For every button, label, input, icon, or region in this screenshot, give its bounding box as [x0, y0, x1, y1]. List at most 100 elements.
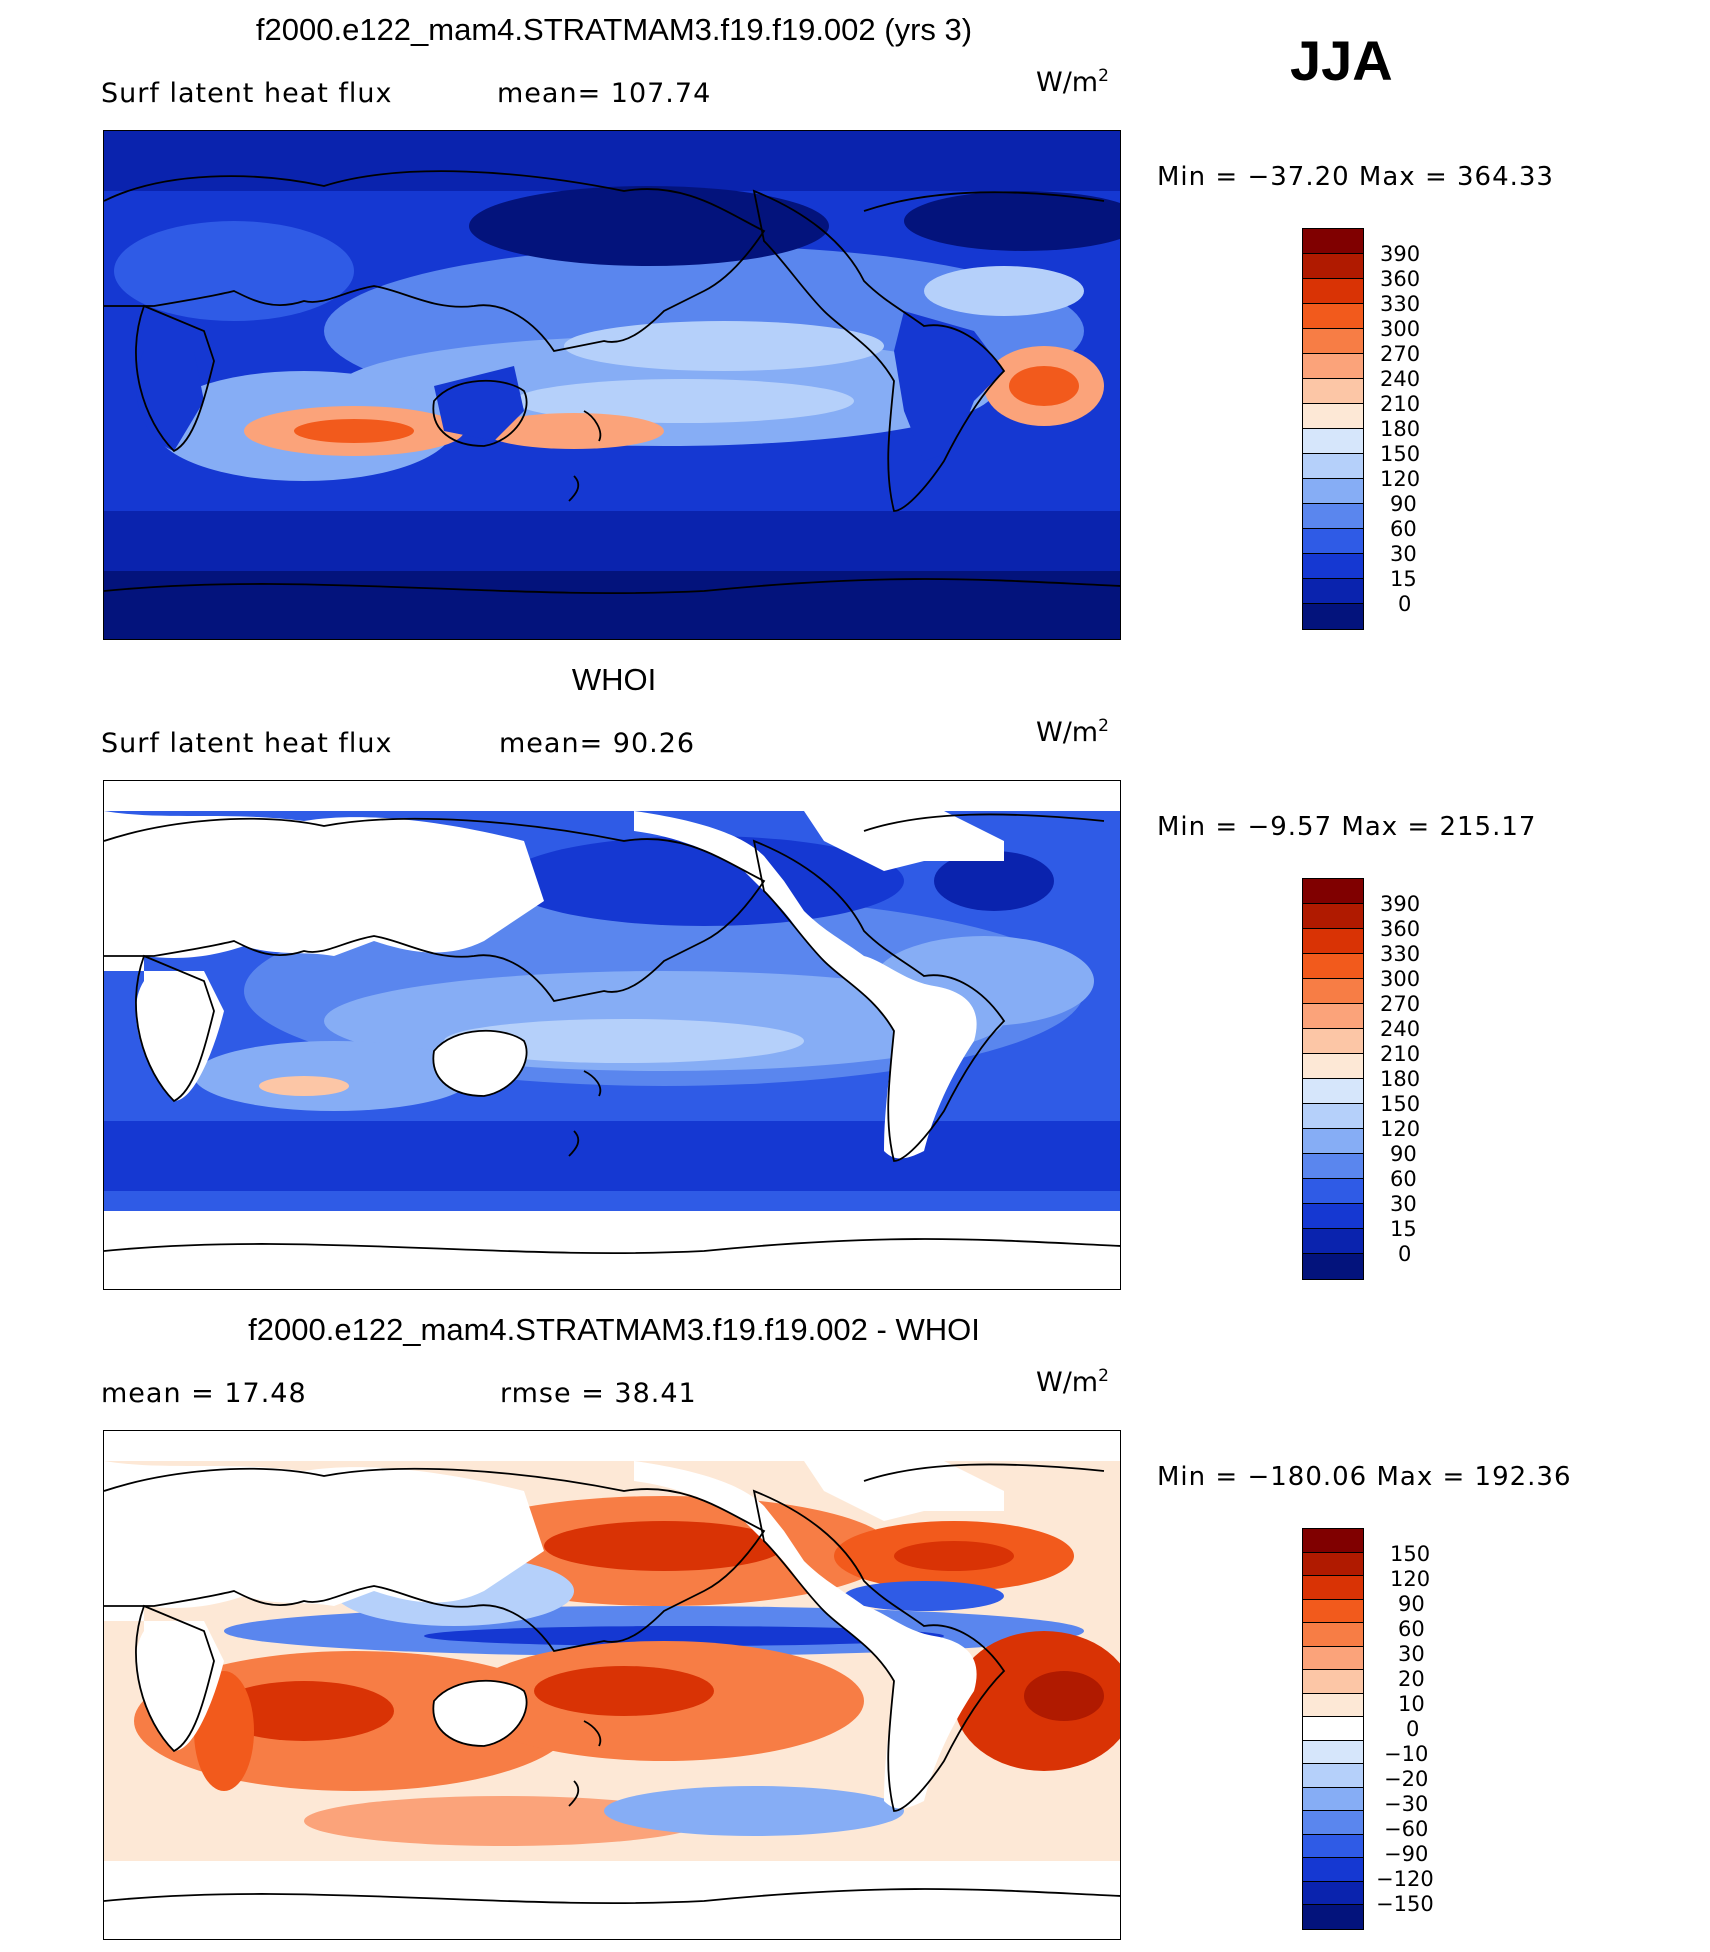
panel3-rmse-label: rmse = 38.41	[500, 1378, 697, 1409]
panel3-tick: 60	[1398, 1617, 1425, 1641]
panel1-tick: 180	[1380, 417, 1421, 441]
colorbar-swatch	[1303, 1764, 1363, 1788]
colorbar-swatch	[1303, 879, 1363, 904]
panel1-tick: 90	[1390, 492, 1417, 516]
colorbar-swatch	[1303, 1576, 1363, 1600]
panel3-tick: −90	[1384, 1842, 1429, 1866]
panel2-mean-label: mean= 90.26	[499, 728, 696, 759]
panel1-field	[104, 131, 1120, 639]
colorbar-swatch	[1303, 1129, 1363, 1154]
panel1-minmax: Min = −37.20 Max = 364.33	[1157, 162, 1554, 192]
panel3-mean-label: mean = 17.48	[101, 1378, 307, 1409]
panel2-tick: 90	[1390, 1142, 1417, 1166]
colorbar-swatch	[1303, 1740, 1363, 1765]
panel2-variable-label: Surf latent heat flux	[101, 728, 393, 759]
panel2-map	[103, 780, 1121, 1290]
colorbar-swatch	[1303, 1079, 1363, 1104]
panel1-map	[103, 130, 1121, 640]
colorbar-swatch	[1303, 304, 1363, 329]
colorbar-swatch	[1303, 1670, 1363, 1694]
panel1-tick: 300	[1380, 317, 1421, 341]
colorbar-swatch	[1303, 1204, 1363, 1229]
panel3-tick: 0	[1406, 1717, 1420, 1741]
colorbar-swatch	[1303, 1646, 1363, 1671]
colorbar-swatch	[1303, 1229, 1363, 1254]
panel1-tick: 240	[1380, 367, 1421, 391]
colorbar-swatch	[1303, 554, 1363, 579]
colorbar-swatch	[1303, 1529, 1363, 1553]
colorbar-swatch	[1303, 1811, 1363, 1835]
panel2-tick: 15	[1390, 1217, 1417, 1241]
colorbar-swatch	[1303, 279, 1363, 304]
panel2-tick: 30	[1390, 1192, 1417, 1216]
panel1-coastlines	[104, 170, 1120, 594]
panel2-tick: 0	[1398, 1242, 1412, 1266]
panel1-tick: 210	[1380, 392, 1421, 416]
panel1-tick: 360	[1380, 267, 1421, 291]
colorbar-swatch	[1303, 1054, 1363, 1079]
panel1-variable-label: Surf latent heat flux	[101, 78, 393, 109]
panel1-tick: 330	[1380, 292, 1421, 316]
panel1-tick: 390	[1380, 242, 1421, 266]
panel3-tick: 120	[1390, 1567, 1431, 1591]
colorbar-swatch	[1303, 1599, 1363, 1624]
panel3-tick: −120	[1376, 1867, 1434, 1891]
panel3-field	[104, 1431, 1120, 1939]
colorbar-swatch	[1303, 529, 1363, 554]
colorbar-swatch	[1303, 429, 1363, 454]
panel2-unit: W/m2	[1036, 716, 1109, 748]
panel3-tick: 10	[1398, 1692, 1425, 1716]
colorbar-swatch	[1303, 1693, 1363, 1718]
panel2-field	[104, 781, 1120, 1289]
colorbar-swatch	[1303, 1552, 1363, 1577]
panel3-tick: −20	[1384, 1767, 1429, 1791]
panel2-minmax: Min = −9.57 Max = 215.17	[1157, 812, 1537, 842]
panel1-title: f2000.e122_mam4.STRATMAM3.f19.f19.002 (y…	[255, 12, 973, 47]
panel2-tick: 270	[1380, 992, 1421, 1016]
panel1-tick: 60	[1390, 517, 1417, 541]
panel1-colorbar	[1302, 228, 1364, 630]
colorbar-swatch	[1303, 1254, 1363, 1279]
panel3-tick: −10	[1384, 1742, 1429, 1766]
panel2-tick: 210	[1380, 1042, 1421, 1066]
colorbar-swatch	[1303, 1858, 1363, 1882]
panel3-title: f2000.e122_mam4.STRATMAM3.f19.f19.002 - …	[248, 1312, 980, 1347]
panel3-map	[103, 1430, 1121, 1940]
colorbar-swatch	[1303, 579, 1363, 604]
panel2-tick: 120	[1380, 1117, 1421, 1141]
colorbar-swatch	[1303, 929, 1363, 954]
panel1-unit: W/m2	[1036, 66, 1109, 98]
panel2-colorbar	[1302, 878, 1364, 1280]
colorbar-swatch	[1303, 954, 1363, 979]
colorbar-swatch	[1303, 454, 1363, 479]
colorbar-swatch	[1303, 229, 1363, 254]
colorbar-swatch	[1303, 1787, 1363, 1812]
panel1-tick: 15	[1390, 567, 1417, 591]
colorbar-swatch	[1303, 1154, 1363, 1179]
panel3-unit: W/m2	[1036, 1366, 1109, 1398]
panel2-tick: 330	[1380, 942, 1421, 966]
panel2-tick: 150	[1380, 1092, 1421, 1116]
colorbar-swatch	[1303, 1834, 1363, 1859]
panel2-tick: 390	[1380, 892, 1421, 916]
panel3-tick: −150	[1376, 1892, 1434, 1916]
panel2-coastlines	[104, 813, 1120, 1254]
panel3-tick: 90	[1398, 1592, 1425, 1616]
panel2-tick: 180	[1380, 1067, 1421, 1091]
panel1-tick: 150	[1380, 442, 1421, 466]
colorbar-swatch	[1303, 1905, 1363, 1929]
panel1-tick: 270	[1380, 342, 1421, 366]
panel2-tick: 60	[1390, 1167, 1417, 1191]
colorbar-swatch	[1303, 379, 1363, 404]
colorbar-swatch	[1303, 1881, 1363, 1906]
panel1-tick: 120	[1380, 467, 1421, 491]
colorbar-swatch	[1303, 479, 1363, 504]
colorbar-swatch	[1303, 329, 1363, 354]
panel2-title: WHOI	[571, 662, 657, 697]
panel1-tick: 30	[1390, 542, 1417, 566]
colorbar-swatch	[1303, 404, 1363, 429]
colorbar-swatch	[1303, 1179, 1363, 1204]
panel3-tick: 20	[1398, 1667, 1425, 1691]
panel3-minmax: Min = −180.06 Max = 192.36	[1157, 1462, 1572, 1492]
panel3-tick: −60	[1384, 1817, 1429, 1841]
